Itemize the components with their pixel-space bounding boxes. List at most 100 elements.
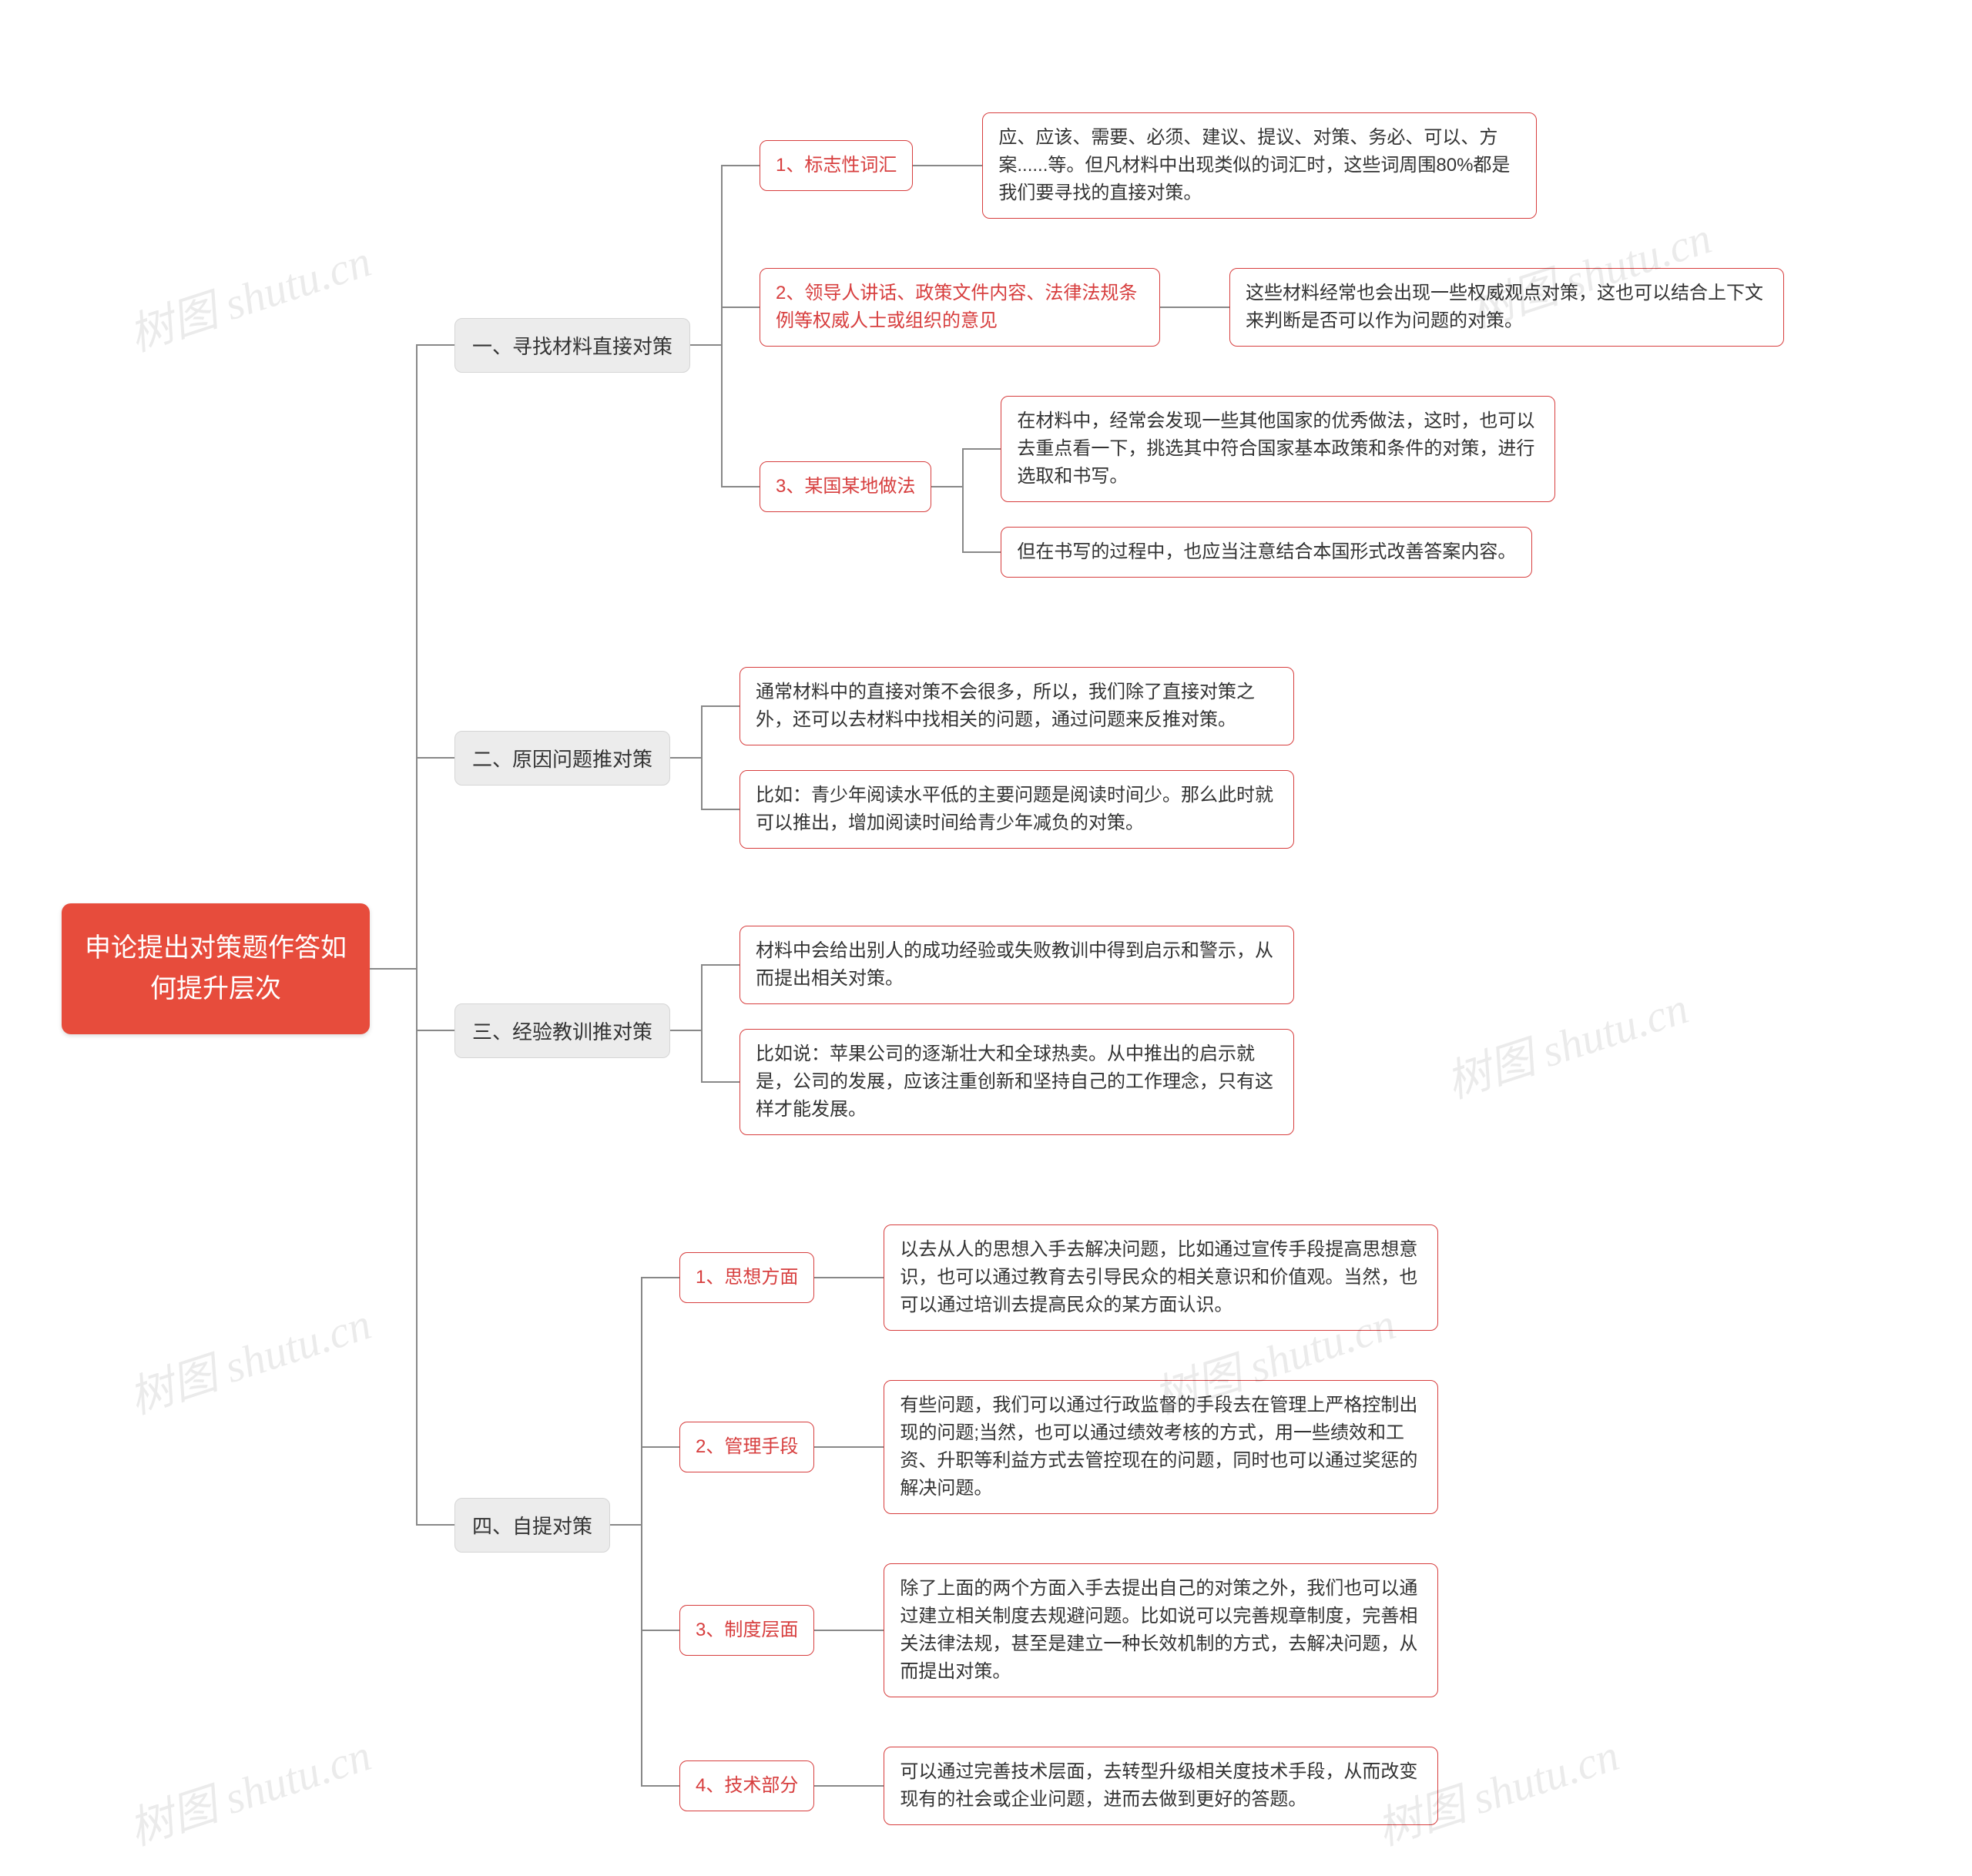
bracket: 一、寻找材料直接对策 1、标志性词汇 应、应该、需要、必须、建议、提议、对策、务必、… xyxy=(416,62,1784,1876)
connector-horizontal xyxy=(416,1030,454,1031)
leaf-node: 除了上面的两个方面入手去提出自己的对策之外，我们也可以通过建立相关制度去规避问题… xyxy=(884,1563,1438,1697)
leaf-node: 比如说：苹果公司的逐渐壮大和全球热卖。从中推出的启示就是，公司的发展，应该注重创… xyxy=(740,1029,1294,1135)
connector-horizontal xyxy=(931,486,962,487)
level2-node: 三、经验教训推对策 xyxy=(454,1003,670,1058)
leaf-node: 但在书写的过程中，也应当注意结合本国形式改善答案内容。 xyxy=(1001,527,1532,578)
level2-node: 一、寻找材料直接对策 xyxy=(454,318,690,373)
level2-node: 四、自提对策 xyxy=(454,1498,610,1553)
child-row: 2、领导人讲话、政策文件内容、法律法规条例等权威人士或组织的意见这些材料经常也会… xyxy=(721,256,1784,359)
branch: 2、管理手段 有些问题，我们可以通过行政监督的手段去在管理上严格控制出现的问题;当… xyxy=(679,1368,1438,1526)
level3-node: 1、标志性词汇 xyxy=(760,140,913,191)
branch: 4、技术部分 可以通过完善技术层面，去转型升级相关度技术手段，从而改变现有的社会或… xyxy=(679,1734,1438,1837)
child-row: 比如说：苹果公司的逐渐壮大和全球热卖。从中推出的启示就是，公司的发展，应该注重创… xyxy=(701,1029,1294,1135)
child-row: 可以通过完善技术层面，去转型升级相关度技术手段，从而改变现有的社会或企业问题，进… xyxy=(845,1747,1438,1825)
connector-horizontal xyxy=(701,809,740,810)
connector-horizontal xyxy=(721,307,760,308)
connector-horizontal xyxy=(641,1630,679,1631)
child-row: 2、管理手段 有些问题，我们可以通过行政监督的手段去在管理上严格控制出现的问题;当… xyxy=(641,1368,1438,1526)
child-row: 3、制度层面 除了上面的两个方面入手去提出自己的对策之外，我们也可以通过建立相关制… xyxy=(641,1551,1438,1710)
level3-node: 1、思想方面 xyxy=(679,1252,814,1303)
leaf-node: 在材料中，经常会发现一些其他国家的优秀做法，这时，也可以去重点看一下，挑选其中符… xyxy=(1001,396,1555,502)
child-row: 四、自提对策 1、思想方面 以去从人的思想入手去解决问题，比如通过宣传手段提高思想意… xyxy=(416,1200,1784,1850)
child-row: 3、某国某地做法 在材料中，经常会发现一些其他国家的优秀做法，这时，也可以去重点看… xyxy=(721,384,1784,590)
connector-horizontal xyxy=(913,165,944,166)
connector-horizontal xyxy=(845,1446,884,1448)
bracket: 这些材料经常也会出现一些权威观点对策，这也可以结合上下文来判断是否可以作为问题的… xyxy=(1191,256,1784,359)
connector-horizontal xyxy=(670,757,701,759)
connector-horizontal xyxy=(370,968,416,970)
bracket: 应、应该、需要、必须、建议、提议、对策、务必、可以、方案......等。但凡材料… xyxy=(944,100,1537,231)
level3-node: 4、技术部分 xyxy=(679,1760,814,1811)
child-row: 应、应该、需要、必须、建议、提议、对策、务必、可以、方案......等。但凡材料… xyxy=(944,112,1537,219)
level3-node: 3、某国某地做法 xyxy=(760,461,931,512)
branch: 申论提出对策题作答如何提升层次 一、寻找材料直接对策 1、标志性词汇 应、应该、需要、… xyxy=(62,62,1784,1876)
child-row: 但在书写的过程中，也应当注意结合本国形式改善答案内容。 xyxy=(962,527,1555,578)
level3-node: 2、管理手段 xyxy=(679,1422,814,1472)
connector-horizontal xyxy=(814,1785,845,1787)
leaf-node: 应、应该、需要、必须、建议、提议、对策、务必、可以、方案......等。但凡材料… xyxy=(982,112,1537,219)
leaf-node: 材料中会给出别人的成功经验或失败教训中得到启示和警示，从而提出相关对策。 xyxy=(740,926,1294,1004)
leaf-node: 比如：青少年阅读水平低的主要问题是阅读时间少。那么此时就可以推出，增加阅读时间给… xyxy=(740,770,1294,849)
connector-horizontal xyxy=(641,1277,679,1278)
level3-node: 3、制度层面 xyxy=(679,1605,814,1656)
connector-horizontal xyxy=(1160,307,1191,308)
level2-node: 二、原因问题推对策 xyxy=(454,731,670,786)
connector-horizontal xyxy=(416,1524,454,1526)
branch: 3、制度层面 除了上面的两个方面入手去提出自己的对策之外，我们也可以通过建立相关制… xyxy=(679,1551,1438,1710)
child-row: 二、原因问题推对策 通常材料中的直接对策不会很多，所以，我们除了直接对策之外，还可… xyxy=(416,655,1784,861)
child-row: 有些问题，我们可以通过行政监督的手段去在管理上严格控制出现的问题;当然，也可以通… xyxy=(845,1380,1438,1514)
child-row: 这些材料经常也会出现一些权威观点对策，这也可以结合上下文来判断是否可以作为问题的… xyxy=(1191,268,1784,347)
connector-vertical xyxy=(416,345,418,1525)
connector-horizontal xyxy=(701,964,740,966)
bracket: 除了上面的两个方面入手去提出自己的对策之外，我们也可以通过建立相关制度去规避问题… xyxy=(845,1551,1438,1710)
leaf-node: 通常材料中的直接对策不会很多，所以，我们除了直接对策之外，还可以去材料中找相关的… xyxy=(740,667,1294,745)
root-node: 申论提出对策题作答如何提升层次 xyxy=(62,903,370,1033)
branch: 四、自提对策 1、思想方面 以去从人的思想入手去解决问题，比如通过宣传手段提高思想意… xyxy=(454,1200,1438,1850)
connector-vertical xyxy=(962,449,964,552)
bracket: 可以通过完善技术层面，去转型升级相关度技术手段，从而改变现有的社会或企业问题，进… xyxy=(845,1734,1438,1837)
connector-horizontal xyxy=(641,1446,679,1448)
connector-horizontal xyxy=(962,448,1001,450)
connector-horizontal xyxy=(814,1630,845,1631)
connector-horizontal xyxy=(845,1277,884,1278)
leaf-node: 以去从人的思想入手去解决问题，比如通过宣传手段提高思想意识，也可以通过教育去引导… xyxy=(884,1224,1438,1331)
connector-horizontal xyxy=(814,1277,845,1278)
connector-horizontal xyxy=(610,1524,641,1526)
connector-vertical xyxy=(701,965,703,1082)
bracket: 1、思想方面 以去从人的思想入手去解决问题，比如通过宣传手段提高思想意识，也可以通… xyxy=(641,1200,1438,1850)
branch: 二、原因问题推对策 通常材料中的直接对策不会很多，所以，我们除了直接对策之外，还可… xyxy=(454,655,1294,861)
connector-horizontal xyxy=(701,705,740,707)
connector-horizontal xyxy=(845,1630,884,1631)
child-row: 三、经验教训推对策材料中会给出别人的成功经验或失败教训中得到启示和警示，从而提出… xyxy=(416,913,1784,1147)
branch: 一、寻找材料直接对策 1、标志性词汇 应、应该、需要、必须、建议、提议、对策、务必、… xyxy=(454,88,1784,602)
bracket: 材料中会给出别人的成功经验或失败教训中得到启示和警示，从而提出相关对策。比如说：… xyxy=(701,913,1294,1147)
child-row: 4、技术部分 可以通过完善技术层面，去转型升级相关度技术手段，从而改变现有的社会或… xyxy=(641,1734,1438,1837)
connector-horizontal xyxy=(641,1785,679,1787)
branch: 1、思想方面 以去从人的思想入手去解决问题，比如通过宣传手段提高思想意识，也可以通… xyxy=(679,1212,1438,1343)
leaf-node: 可以通过完善技术层面，去转型升级相关度技术手段，从而改变现有的社会或企业问题，进… xyxy=(884,1747,1438,1825)
child-row: 比如：青少年阅读水平低的主要问题是阅读时间少。那么此时就可以推出，增加阅读时间给… xyxy=(701,770,1294,849)
connector-horizontal xyxy=(721,486,760,487)
leaf-node: 有些问题，我们可以通过行政监督的手段去在管理上严格控制出现的问题;当然，也可以通… xyxy=(884,1380,1438,1514)
child-row: 除了上面的两个方面入手去提出自己的对策之外，我们也可以通过建立相关制度去规避问题… xyxy=(845,1563,1438,1697)
branch: 三、经验教训推对策材料中会给出别人的成功经验或失败教训中得到启示和警示，从而提出… xyxy=(454,913,1294,1147)
bracket: 1、标志性词汇 应、应该、需要、必须、建议、提议、对策、务必、可以、方案.....… xyxy=(721,88,1784,602)
branch: 2、领导人讲话、政策文件内容、法律法规条例等权威人士或组织的意见这些材料经常也会… xyxy=(760,256,1784,359)
connector-vertical xyxy=(701,706,703,809)
connector-horizontal xyxy=(845,1785,884,1787)
connector-horizontal xyxy=(721,165,760,166)
connector-horizontal xyxy=(670,1030,701,1031)
child-row: 在材料中，经常会发现一些其他国家的优秀做法，这时，也可以去重点看一下，挑选其中符… xyxy=(962,396,1555,502)
level3-node: 2、领导人讲话、政策文件内容、法律法规条例等权威人士或组织的意见 xyxy=(760,268,1160,347)
child-row: 以去从人的思想入手去解决问题，比如通过宣传手段提高思想意识，也可以通过教育去引导… xyxy=(845,1224,1438,1331)
connector-horizontal xyxy=(416,757,454,759)
child-row: 材料中会给出别人的成功经验或失败教训中得到启示和警示，从而提出相关对策。 xyxy=(701,926,1294,1004)
connector-vertical xyxy=(721,166,723,487)
child-row: 通常材料中的直接对策不会很多，所以，我们除了直接对策之外，还可以去材料中找相关的… xyxy=(701,667,1294,745)
connector-horizontal xyxy=(944,165,982,166)
bracket: 通常材料中的直接对策不会很多，所以，我们除了直接对策之外，还可以去材料中找相关的… xyxy=(701,655,1294,861)
connector-horizontal xyxy=(1191,307,1229,308)
child-row: 一、寻找材料直接对策 1、标志性词汇 应、应该、需要、必须、建议、提议、对策、务必、… xyxy=(416,88,1784,602)
child-row: 1、标志性词汇 应、应该、需要、必须、建议、提议、对策、务必、可以、方案.....… xyxy=(721,100,1784,231)
child-row: 1、思想方面 以去从人的思想入手去解决问题，比如通过宣传手段提高思想意识，也可以通… xyxy=(641,1212,1438,1343)
